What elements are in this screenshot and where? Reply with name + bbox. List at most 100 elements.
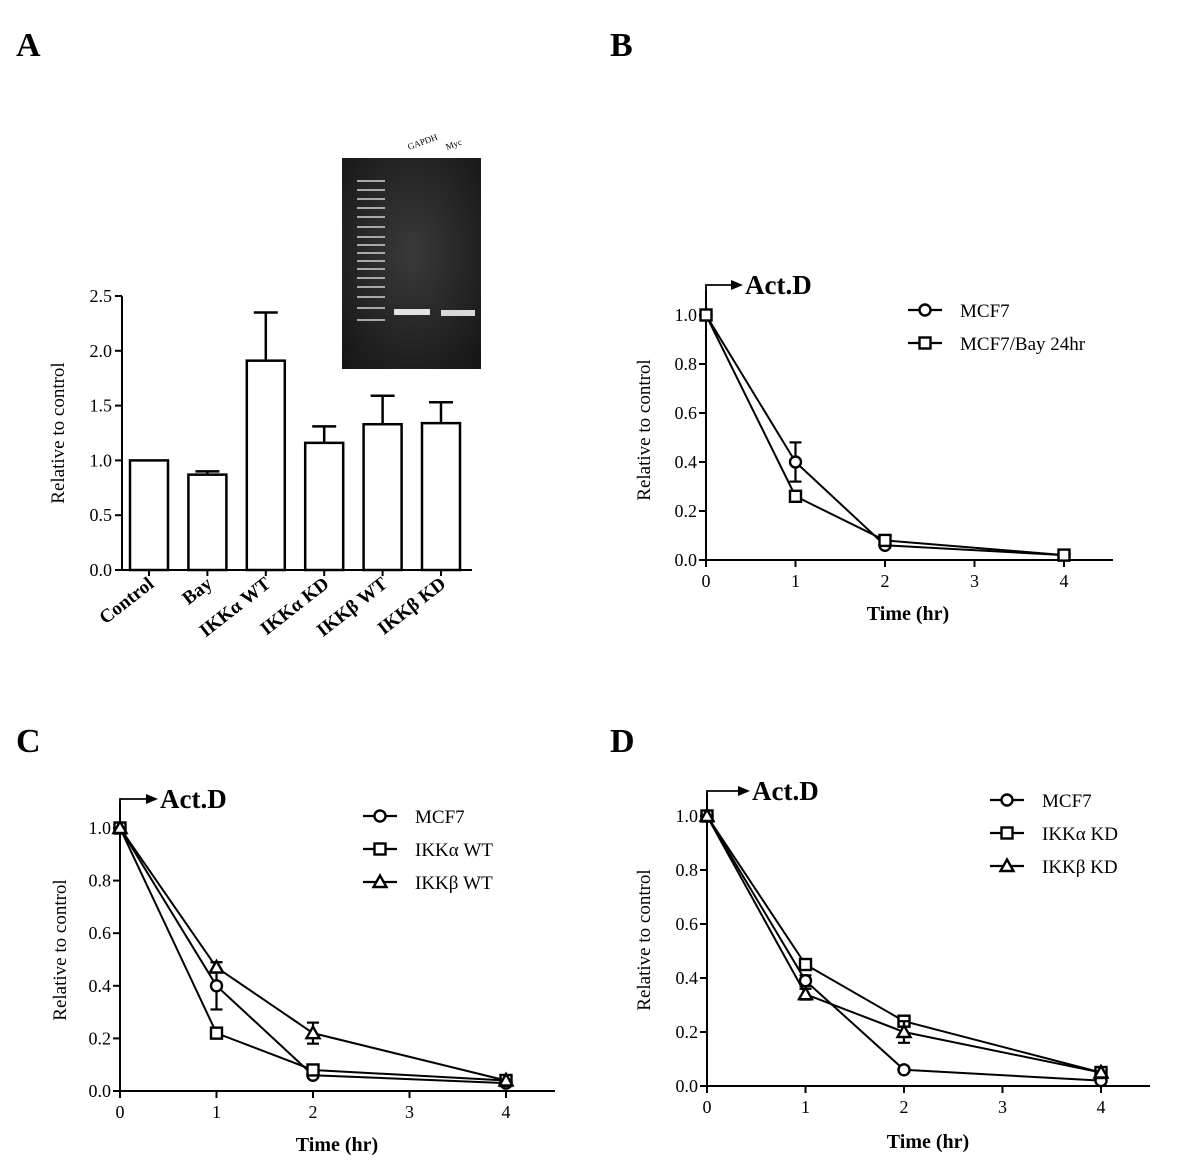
- d-data-point: [698, 807, 716, 823]
- b-legend-label: MCF7/Bay 24hr: [960, 334, 1086, 355]
- d-y-tick-label: 0.0: [676, 1076, 699, 1096]
- gel-inset: GAPDH Myc: [342, 132, 481, 369]
- d-legend-label: IKKα KD: [1042, 824, 1118, 845]
- chart-d-line: 0.0 0.2 0.4 0.6 0.8 1.0 0 1 2 3 4 Relative to contr…: [634, 776, 1150, 1153]
- c-data-point: [497, 1071, 515, 1087]
- d-x-tick-label: 2: [900, 1097, 909, 1117]
- b-legend-marker: [918, 336, 932, 350]
- b-data-point: [1057, 548, 1071, 562]
- a-bar: [128, 459, 170, 572]
- c-y-tick-label: 0.8: [89, 871, 112, 891]
- c-x-tick-label: 3: [405, 1102, 414, 1122]
- a-y-tick-label: 2.0: [90, 341, 113, 361]
- b-x-tick-label: 1: [791, 571, 800, 591]
- d-actd-arrow-line: [706, 790, 738, 806]
- a-category-label: Bay: [179, 573, 217, 609]
- d-y-tick-label: 0.6: [676, 914, 699, 934]
- chart-c-line: 0.0 0.2 0.4 0.6 0.8 1.0 0 1 2 3 4 Relative to contr…: [50, 784, 555, 1156]
- c-legend-marker: [373, 842, 387, 856]
- d-data-point: [1092, 1063, 1110, 1079]
- b-actd-label: Act.D: [745, 270, 812, 300]
- d-y-axis-title: Relative to control: [634, 869, 655, 1010]
- d-series-line-1: [706, 815, 1102, 1074]
- d-x-tick-label: 0: [703, 1097, 712, 1117]
- d-legend-marker: [1000, 826, 1014, 840]
- d-data-point: [895, 1023, 913, 1039]
- panel-letter-d: D: [610, 723, 635, 760]
- c-x-tick-label: 4: [502, 1102, 511, 1122]
- chart-b-line: 0.0 0.2 0.4 0.6 0.8 1.0 0 1 2 3 4 Relative to contr…: [634, 270, 1113, 625]
- d-legend-label: MCF7: [1042, 791, 1092, 812]
- d-series-line-2: [706, 815, 1102, 1074]
- c-data-point: [207, 958, 226, 974]
- panel-letter-b: B: [610, 27, 633, 64]
- d-x-axis-title: Time (hr): [887, 1131, 969, 1153]
- gel-ladder: [357, 180, 385, 321]
- c-x-tick-label: 1: [212, 1102, 221, 1122]
- c-y-tick-label: 0.6: [89, 923, 112, 943]
- c-series-line-0: [119, 827, 507, 1085]
- gel-lane-label-myc: Myc: [444, 137, 463, 152]
- c-data-point: [304, 1024, 322, 1040]
- c-y-tick-label: 0.0: [89, 1081, 112, 1101]
- a-y-axis-title: Relative to control: [48, 362, 69, 503]
- d-data-point: [796, 985, 815, 1001]
- c-y-tick-label: 1.0: [89, 818, 112, 838]
- c-x-axis-title: Time (hr): [296, 1134, 378, 1156]
- b-y-tick-label: 1.0: [675, 305, 698, 325]
- gel-band-myc: [441, 310, 475, 316]
- c-series-line-2: [119, 827, 507, 1082]
- b-x-tick-label: 4: [1060, 571, 1069, 591]
- c-legend-marker: [373, 809, 387, 823]
- a-bar: [420, 421, 462, 572]
- d-data-point: [798, 974, 813, 988]
- b-series-line-0: [705, 314, 1065, 557]
- c-actd-arrow-head: [146, 794, 158, 804]
- a-category-label: Control: [96, 573, 159, 628]
- gel-band-gapdh: [394, 309, 430, 315]
- b-y-axis-title: Relative to control: [634, 359, 655, 500]
- d-x-tick-label: 1: [801, 1097, 810, 1117]
- b-data-point: [788, 455, 803, 469]
- d-y-tick-label: 0.4: [676, 968, 699, 988]
- b-actd-arrow-head: [731, 280, 743, 290]
- b-actd-arrow-line: [705, 284, 731, 305]
- a-y-tick-label: 0.5: [90, 505, 113, 525]
- c-legend-label: MCF7: [415, 807, 465, 828]
- d-y-tick-label: 0.2: [676, 1022, 699, 1042]
- d-actd-arrow-head: [738, 786, 750, 796]
- a-y-tick-label: 1.0: [90, 450, 113, 470]
- b-y-tick-label: 0.0: [675, 550, 698, 570]
- d-data-point: [897, 1063, 911, 1077]
- b-x-tick-label: 3: [970, 571, 979, 591]
- b-y-tick-label: 0.2: [675, 501, 698, 521]
- c-y-axis-title: Relative to control: [50, 879, 71, 1020]
- a-y-tick-label: 1.5: [90, 396, 113, 416]
- c-series-line-1: [119, 827, 507, 1082]
- c-y-tick-label: 0.2: [89, 1028, 112, 1048]
- c-data-point: [209, 1026, 224, 1040]
- panel-letter-c: C: [16, 723, 41, 760]
- d-legend-marker: [1000, 793, 1014, 807]
- gel-lane-label-gapdh: GAPDH: [406, 132, 439, 152]
- c-x-tick-label: 2: [309, 1102, 318, 1122]
- a-bar: [303, 441, 345, 572]
- panel-letter-a: A: [16, 27, 41, 64]
- b-x-tick-label: 2: [881, 571, 890, 591]
- c-data-point: [306, 1063, 320, 1077]
- c-legend-marker: [371, 873, 389, 889]
- b-x-axis-title: Time (hr): [867, 603, 949, 625]
- d-y-tick-label: 0.8: [676, 860, 699, 880]
- b-legend-label: MCF7: [960, 301, 1010, 322]
- c-y-tick-label: 0.4: [89, 976, 112, 996]
- b-series-line-1: [705, 314, 1065, 557]
- a-bar: [362, 422, 403, 572]
- c-actd-label: Act.D: [160, 784, 227, 814]
- a-y-tick-label: 0.0: [90, 560, 113, 580]
- d-legend-label: IKKβ KD: [1042, 857, 1118, 878]
- b-y-tick-label: 0.6: [675, 403, 698, 423]
- b-x-tick-label: 0: [702, 571, 711, 591]
- c-data-point: [111, 819, 129, 835]
- b-data-point: [878, 533, 892, 548]
